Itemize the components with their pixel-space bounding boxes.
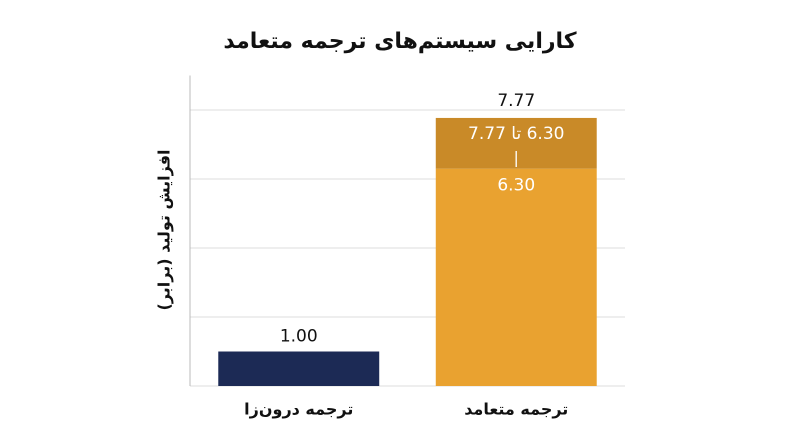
chart-title: کارایی سیستم‌های ترجمه متعامد [223, 29, 576, 54]
value-label: 6.30 [497, 176, 535, 196]
value-label: 1.00 [280, 327, 318, 347]
range-separator: | [514, 148, 519, 167]
range-label: 6.30 تا 7.77 [468, 124, 564, 144]
x-tick-label: ترجمه متعامد [464, 400, 568, 419]
range-bar [435, 117, 597, 169]
bar [218, 351, 380, 386]
bar [435, 168, 597, 386]
x-tick-label: ترجمه درون‌زا [244, 400, 353, 419]
range-high-label: 7.77 [497, 91, 535, 111]
y-axis-label: افزایش تولید (برابر) [155, 149, 174, 310]
